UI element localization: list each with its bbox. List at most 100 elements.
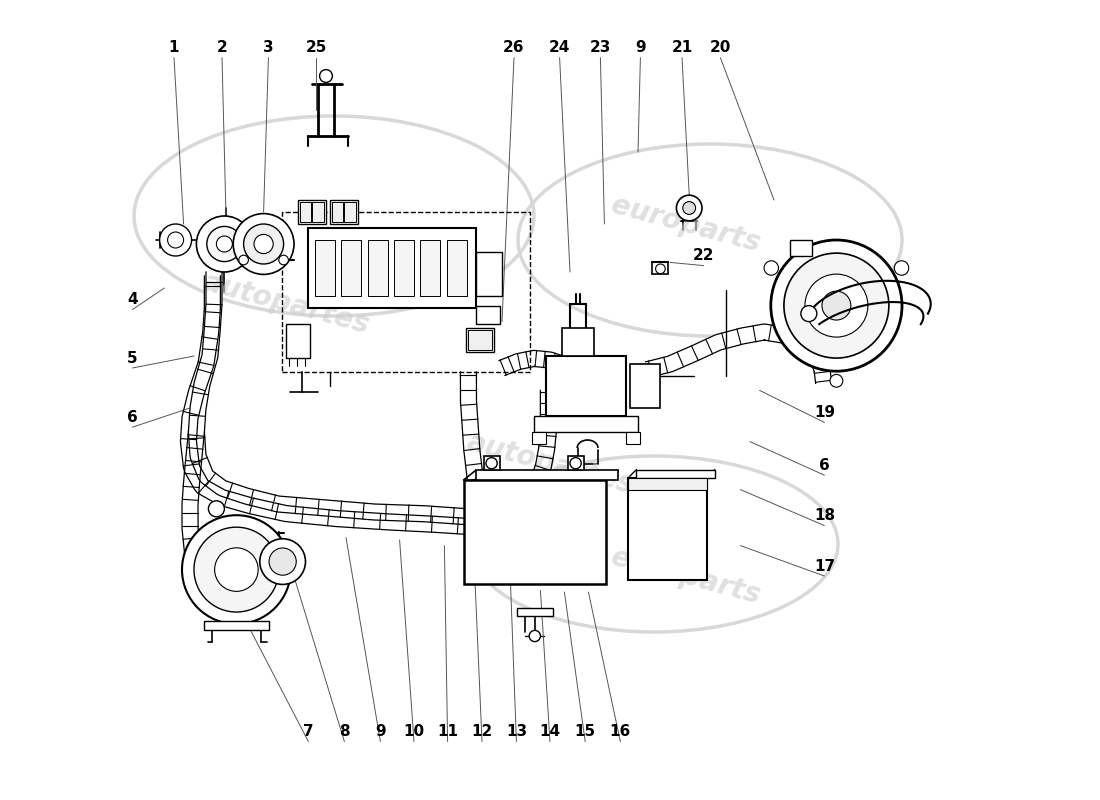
Bar (637, 470, 715, 478)
Text: 19: 19 (814, 406, 835, 420)
Text: autopartes: autopartes (199, 268, 373, 340)
Circle shape (822, 291, 850, 320)
Circle shape (194, 527, 278, 612)
Bar (468, 330, 492, 350)
Bar (312, 202, 323, 222)
Circle shape (894, 261, 909, 275)
Circle shape (217, 236, 232, 252)
Text: 21: 21 (671, 41, 693, 55)
Bar (466, 328, 494, 352)
Text: autopartes: autopartes (463, 428, 637, 500)
Circle shape (260, 538, 306, 585)
Bar (626, 432, 640, 444)
Circle shape (320, 70, 332, 82)
Circle shape (570, 458, 581, 469)
Polygon shape (499, 350, 564, 375)
Text: 20: 20 (710, 41, 732, 55)
Text: 14: 14 (539, 725, 561, 739)
Text: 13: 13 (506, 725, 527, 739)
Text: 18: 18 (814, 509, 835, 523)
Bar (517, 608, 553, 616)
Bar (476, 252, 502, 296)
Bar (790, 240, 813, 256)
Circle shape (167, 232, 184, 248)
Bar (341, 240, 361, 296)
Text: 23: 23 (590, 41, 612, 55)
Text: 4: 4 (128, 293, 138, 307)
Circle shape (207, 226, 242, 262)
Circle shape (656, 264, 666, 274)
Circle shape (529, 630, 540, 642)
Bar (298, 200, 326, 224)
Circle shape (486, 458, 497, 469)
Text: europarts: europarts (608, 190, 763, 258)
Circle shape (197, 216, 252, 272)
Text: 10: 10 (404, 725, 425, 739)
Circle shape (214, 548, 258, 591)
Bar (476, 306, 501, 324)
Text: 6: 6 (820, 458, 829, 473)
Bar (534, 416, 638, 432)
Bar (546, 356, 626, 416)
Text: europarts: europarts (608, 542, 763, 610)
Circle shape (160, 224, 191, 256)
Circle shape (805, 274, 868, 337)
Text: 3: 3 (263, 41, 274, 55)
Bar (568, 456, 584, 470)
Text: 9: 9 (635, 41, 646, 55)
Text: 8: 8 (339, 725, 350, 739)
Polygon shape (531, 390, 557, 482)
Circle shape (801, 306, 817, 322)
Polygon shape (188, 272, 486, 526)
Circle shape (683, 202, 695, 214)
Bar (367, 240, 387, 296)
Bar (420, 240, 440, 296)
Polygon shape (182, 431, 223, 605)
Circle shape (830, 374, 843, 387)
Bar (282, 212, 530, 372)
Bar (628, 478, 707, 580)
Bar (299, 202, 311, 222)
Text: 15: 15 (574, 725, 596, 739)
Bar (308, 228, 476, 308)
Text: 7: 7 (304, 725, 313, 739)
Polygon shape (646, 324, 790, 378)
Text: 22: 22 (693, 249, 714, 263)
Circle shape (676, 195, 702, 221)
Circle shape (182, 515, 290, 624)
Text: 2: 2 (217, 41, 228, 55)
Bar (286, 324, 310, 358)
Bar (484, 456, 499, 470)
Bar (331, 202, 343, 222)
Circle shape (208, 501, 224, 517)
Bar (562, 328, 594, 356)
Text: 6: 6 (126, 410, 138, 425)
Polygon shape (180, 276, 495, 536)
Text: 24: 24 (549, 41, 570, 55)
Circle shape (764, 261, 779, 275)
Circle shape (771, 240, 902, 371)
Bar (394, 240, 414, 296)
Polygon shape (789, 331, 832, 383)
Bar (315, 240, 334, 296)
Text: 26: 26 (504, 41, 525, 55)
Circle shape (233, 214, 294, 274)
Text: 17: 17 (814, 559, 835, 574)
Circle shape (239, 255, 249, 265)
Bar (463, 480, 606, 584)
Circle shape (270, 548, 296, 575)
Circle shape (784, 253, 889, 358)
Bar (531, 432, 546, 444)
Text: 9: 9 (375, 725, 386, 739)
Polygon shape (461, 372, 486, 513)
Circle shape (278, 255, 288, 265)
Bar (630, 364, 660, 408)
Bar (628, 478, 707, 490)
Bar (344, 202, 355, 222)
Text: 1: 1 (168, 41, 179, 55)
Bar (330, 200, 358, 224)
Circle shape (243, 224, 284, 264)
Text: 11: 11 (437, 725, 458, 739)
Text: 12: 12 (472, 725, 493, 739)
Bar (447, 240, 466, 296)
